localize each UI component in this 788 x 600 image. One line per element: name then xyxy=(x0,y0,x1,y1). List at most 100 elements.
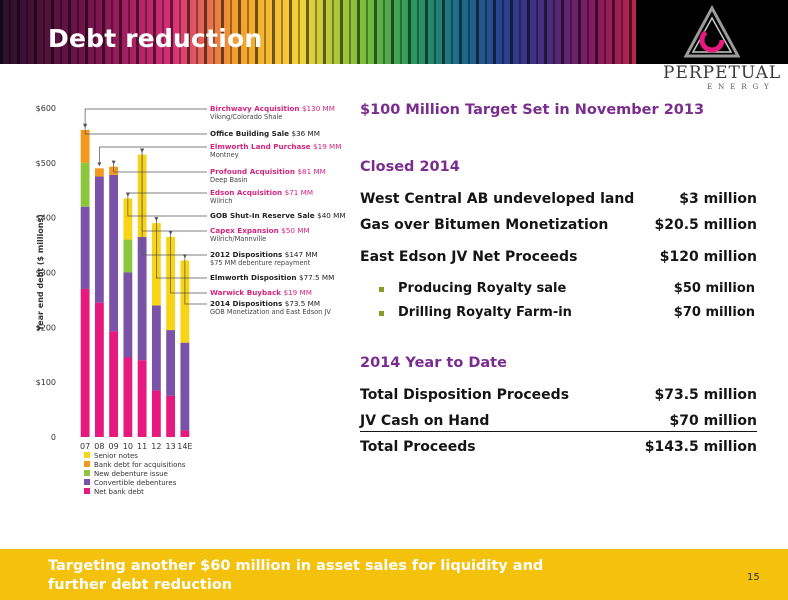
bar-segment xyxy=(94,168,104,177)
debt-chart: 0 $100 $200 $300 $400 $500 $600 Year end debt (… xyxy=(36,104,346,496)
y-tick-label: 0 xyxy=(51,433,56,442)
bar-segment xyxy=(180,430,190,437)
annotation-amount: $36 MM xyxy=(292,129,320,138)
annotation-arrow xyxy=(111,160,116,165)
bar-segment xyxy=(137,236,147,361)
annotation-amount: $71 MM xyxy=(285,188,313,197)
ytd-item-value: $73.5 million xyxy=(654,387,757,403)
ytd-heading: 2014 Year to Date xyxy=(360,355,507,371)
legend-label: Senior notes xyxy=(94,452,138,460)
legend-label: Convertible debentures xyxy=(94,479,177,487)
bar-segment xyxy=(80,162,90,207)
ytd-item-label: JV Cash on Hand xyxy=(360,413,490,429)
closed-item-label: West Central AB undeveloped land xyxy=(360,191,635,207)
closed-heading: Closed 2014 xyxy=(360,159,460,175)
y-tick-label: $100 xyxy=(36,378,56,387)
annotation-subtitle: GOB Monetization and East Edson JV xyxy=(210,308,331,316)
closed-item-value: $3 million xyxy=(679,191,757,207)
annotation-title: Capex Expansion $50 MM xyxy=(210,226,310,235)
y-tick-label: $500 xyxy=(36,159,56,168)
annotation-leader xyxy=(84,125,207,135)
x-tick-label: 10 xyxy=(123,442,133,451)
annotation-leader xyxy=(141,150,207,232)
bar-segment xyxy=(123,357,133,437)
sub-item-label: Producing Royalty sale xyxy=(398,281,567,296)
y-tick-label: $300 xyxy=(36,269,56,278)
annotation-amount: $77.5 MM xyxy=(299,273,334,282)
x-tick-label: 14E xyxy=(177,442,192,451)
bar-segment xyxy=(123,198,133,240)
bar-segment xyxy=(123,272,133,358)
annotation-amount: $73.5 MM xyxy=(285,299,320,308)
legend-swatch xyxy=(84,461,90,467)
page-title: Debt reduction xyxy=(48,24,263,53)
annotation-arrow xyxy=(140,148,145,153)
annotation-arrow xyxy=(154,217,159,222)
annotation-arrow xyxy=(168,230,173,235)
y-tick-label: $400 xyxy=(36,214,56,223)
bar-segment xyxy=(166,330,176,396)
annotation-amount: $50 MM xyxy=(281,226,309,235)
x-tick-label: 11 xyxy=(137,442,147,451)
bar-segment xyxy=(109,331,119,437)
legend-swatch xyxy=(84,479,90,485)
closed-item-label: East Edson JV Net Proceeds xyxy=(360,249,578,265)
bullet-square-icon xyxy=(379,311,384,316)
bar-segment xyxy=(94,176,104,303)
logo-name: PERPETUAL xyxy=(663,63,782,83)
annotation-title: Warwick Buyback $19 MM xyxy=(210,288,312,297)
legend-swatch xyxy=(84,470,90,476)
bar-segment xyxy=(151,305,161,391)
y-tick-label: $600 xyxy=(36,104,56,113)
annotation-title: Birchwavy Acquisition $130 MM xyxy=(210,104,335,113)
x-tick-label: 07 xyxy=(80,442,90,451)
annotation-amount: $130 MM xyxy=(302,104,335,113)
annotation-subtitle: $75 MM debenture repayment xyxy=(210,259,311,267)
ytd-item-value: $70 million xyxy=(669,413,757,429)
annotation-subtitle: Deep Basin xyxy=(210,176,247,184)
bar-segment xyxy=(123,239,133,273)
annotation-arrow xyxy=(97,162,102,167)
annotation-leader xyxy=(99,146,207,165)
annotation-title: Office Building Sale $36 MM xyxy=(210,129,320,138)
sub-item-label: Drilling Royalty Farm-in xyxy=(398,305,572,320)
annotation-subtitle: Wilrich xyxy=(210,197,232,205)
annotation-title: Profound Acquisition $81 MM xyxy=(210,167,326,176)
legend-swatch xyxy=(84,488,90,494)
company-logo xyxy=(636,0,788,64)
annotation-leader xyxy=(184,256,207,305)
annotation-amount: $147 MM xyxy=(285,250,318,259)
target-heading: $100 Million Target Set in November 2013 xyxy=(360,102,705,118)
closed-item-value: $20.5 million xyxy=(654,217,757,233)
annotation-amount: $40 MM xyxy=(317,211,345,220)
bar-segment xyxy=(94,302,104,437)
legend-label: Bank debt for acquisitions xyxy=(94,461,186,469)
annotation-leader xyxy=(84,108,207,126)
annotation-leader xyxy=(127,194,207,217)
footer-message: Targeting another $60 million in asset s… xyxy=(48,558,544,593)
sub-item-value: $70 million xyxy=(673,305,755,320)
footer-bar xyxy=(0,549,788,600)
annotation-arrow xyxy=(83,123,88,128)
bar-segment xyxy=(151,390,161,437)
x-tick-label: 13 xyxy=(166,442,176,451)
annotation-subtitle: Wilrich/Mannville xyxy=(210,235,266,243)
annotation-leader xyxy=(170,232,207,294)
y-tick-label: $200 xyxy=(36,323,56,332)
ytd-item-label: Total Disposition Proceeds xyxy=(360,387,570,403)
annotation-title: Elmworth Land Purchase $19 MM xyxy=(210,142,341,151)
x-tick-label: 09 xyxy=(109,442,119,451)
closed-item-label: Gas over Bitumen Monetization xyxy=(360,217,609,233)
annotation-arrow xyxy=(182,254,187,259)
bar-segment xyxy=(80,288,90,437)
sub-item-value: $50 million xyxy=(673,281,755,296)
bar-segment xyxy=(180,342,190,431)
annotation-subtitle: Viking/Colorado Shale xyxy=(210,113,282,121)
ytd-item-label: Total Proceeds xyxy=(360,439,476,455)
total-underline xyxy=(360,431,757,432)
bar-segment xyxy=(166,395,176,437)
annotation-subtitle: Montney xyxy=(210,151,239,159)
annotation-leader xyxy=(156,219,207,279)
x-tick-label: 08 xyxy=(94,442,104,451)
logo-sub: ENERGY xyxy=(707,83,775,91)
